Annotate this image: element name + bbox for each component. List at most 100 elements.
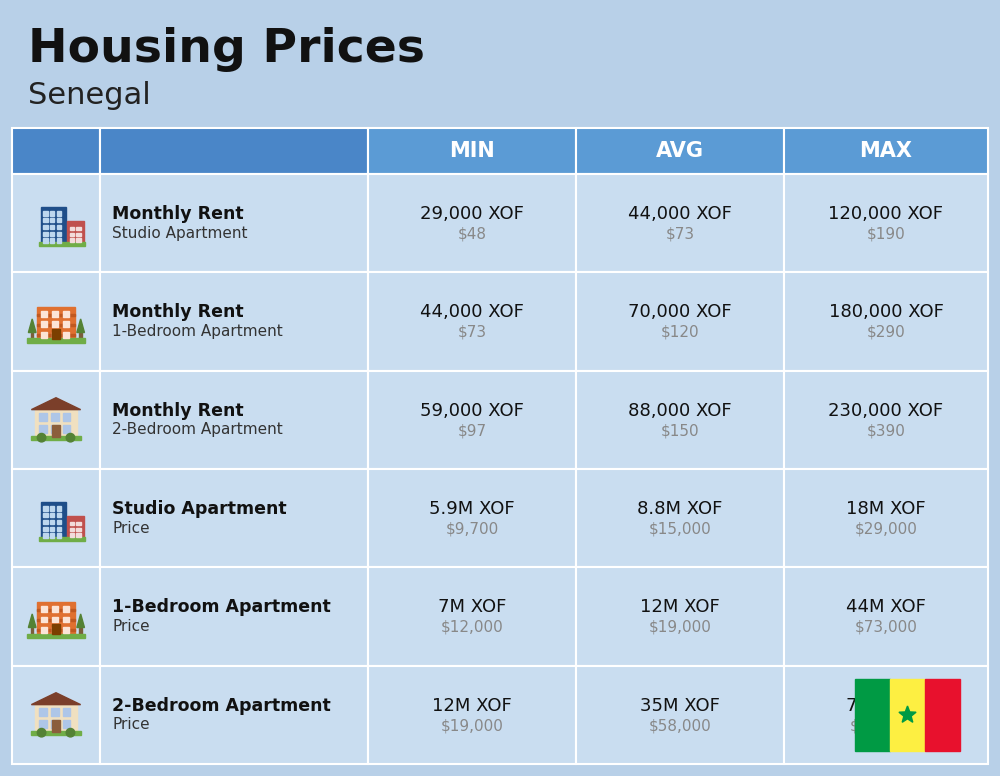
- Text: 29,000 XOF: 29,000 XOF: [420, 205, 524, 223]
- Bar: [12, 174, 100, 272]
- Bar: [100, 272, 368, 371]
- Text: $73,000: $73,000: [855, 620, 917, 635]
- Bar: [57, 211, 61, 216]
- Text: MIN: MIN: [449, 141, 495, 161]
- Polygon shape: [51, 695, 61, 699]
- Text: $120: $120: [661, 325, 699, 340]
- Bar: [57, 527, 61, 531]
- Bar: [39, 537, 85, 541]
- Bar: [39, 242, 85, 246]
- Text: Studio Apartment: Studio Apartment: [112, 501, 287, 518]
- Bar: [784, 469, 988, 567]
- Text: 44,000 XOF: 44,000 XOF: [628, 205, 732, 223]
- Bar: [368, 272, 576, 371]
- Bar: [70, 528, 74, 531]
- Text: MAX: MAX: [860, 141, 912, 161]
- Bar: [31, 628, 33, 634]
- Text: $58,000: $58,000: [649, 719, 711, 733]
- Bar: [784, 174, 988, 272]
- Bar: [12, 666, 100, 764]
- Bar: [27, 633, 85, 638]
- Bar: [37, 609, 75, 611]
- Bar: [50, 527, 54, 531]
- Bar: [50, 218, 54, 222]
- Text: 44M XOF: 44M XOF: [846, 598, 926, 616]
- Bar: [52, 331, 58, 338]
- Bar: [57, 506, 61, 511]
- Bar: [37, 629, 75, 631]
- Bar: [43, 211, 48, 216]
- Circle shape: [66, 729, 75, 737]
- Bar: [57, 533, 61, 538]
- Bar: [576, 469, 784, 567]
- Bar: [52, 329, 60, 339]
- Text: 7M XOF: 7M XOF: [438, 598, 506, 616]
- Text: 1-Bedroom Apartment: 1-Bedroom Apartment: [112, 598, 331, 616]
- Text: 5.9M XOF: 5.9M XOF: [429, 501, 515, 518]
- Bar: [51, 425, 59, 432]
- Bar: [70, 521, 74, 525]
- Bar: [43, 527, 48, 531]
- Bar: [12, 128, 100, 174]
- Text: 1-Bedroom Apartment: 1-Bedroom Apartment: [112, 324, 283, 339]
- Bar: [63, 720, 70, 728]
- Bar: [37, 314, 75, 316]
- Bar: [35, 705, 77, 732]
- Text: 59,000 XOF: 59,000 XOF: [420, 402, 524, 420]
- Bar: [57, 520, 61, 524]
- Text: $150: $150: [661, 424, 699, 438]
- Bar: [43, 218, 48, 222]
- Bar: [57, 232, 61, 236]
- Bar: [368, 174, 576, 272]
- Polygon shape: [899, 706, 916, 722]
- Bar: [37, 324, 75, 326]
- Text: $9,700: $9,700: [445, 521, 499, 537]
- Bar: [63, 425, 70, 432]
- Bar: [43, 513, 48, 518]
- Bar: [41, 606, 47, 612]
- Bar: [31, 436, 81, 440]
- Bar: [100, 128, 368, 174]
- Bar: [576, 666, 784, 764]
- Bar: [57, 238, 61, 243]
- Text: 2-Bedroom Apartment: 2-Bedroom Apartment: [112, 697, 331, 715]
- Text: 70,000 XOF: 70,000 XOF: [628, 303, 732, 321]
- Bar: [52, 720, 60, 732]
- Text: $19,000: $19,000: [649, 620, 711, 635]
- Bar: [63, 321, 69, 327]
- Bar: [50, 232, 54, 236]
- Bar: [70, 533, 74, 537]
- Bar: [12, 371, 100, 469]
- Text: $97: $97: [457, 424, 487, 438]
- Text: Price: Price: [112, 521, 150, 535]
- Bar: [63, 311, 69, 317]
- Bar: [79, 333, 82, 339]
- Text: $120,000: $120,000: [850, 719, 922, 733]
- Circle shape: [37, 434, 46, 442]
- Text: 120,000 XOF: 120,000 XOF: [828, 205, 944, 223]
- Bar: [43, 533, 48, 538]
- Bar: [51, 413, 59, 421]
- Text: 8.8M XOF: 8.8M XOF: [637, 501, 723, 518]
- Text: $73: $73: [665, 227, 695, 241]
- Text: 180,000 XOF: 180,000 XOF: [829, 303, 943, 321]
- Bar: [76, 233, 81, 236]
- Bar: [576, 567, 784, 666]
- Bar: [76, 533, 81, 537]
- Text: 35M XOF: 35M XOF: [640, 697, 720, 715]
- Bar: [39, 425, 47, 432]
- Bar: [37, 619, 75, 621]
- Bar: [368, 128, 576, 174]
- Bar: [76, 521, 81, 525]
- Bar: [925, 679, 960, 751]
- Bar: [63, 331, 69, 338]
- Text: 12M XOF: 12M XOF: [432, 697, 512, 715]
- Bar: [12, 567, 100, 666]
- Bar: [70, 238, 74, 242]
- Text: AVG: AVG: [656, 141, 704, 161]
- Text: Price: Price: [112, 717, 150, 733]
- Bar: [52, 624, 60, 634]
- Polygon shape: [77, 319, 84, 333]
- Bar: [784, 666, 988, 764]
- Text: $29,000: $29,000: [855, 521, 917, 537]
